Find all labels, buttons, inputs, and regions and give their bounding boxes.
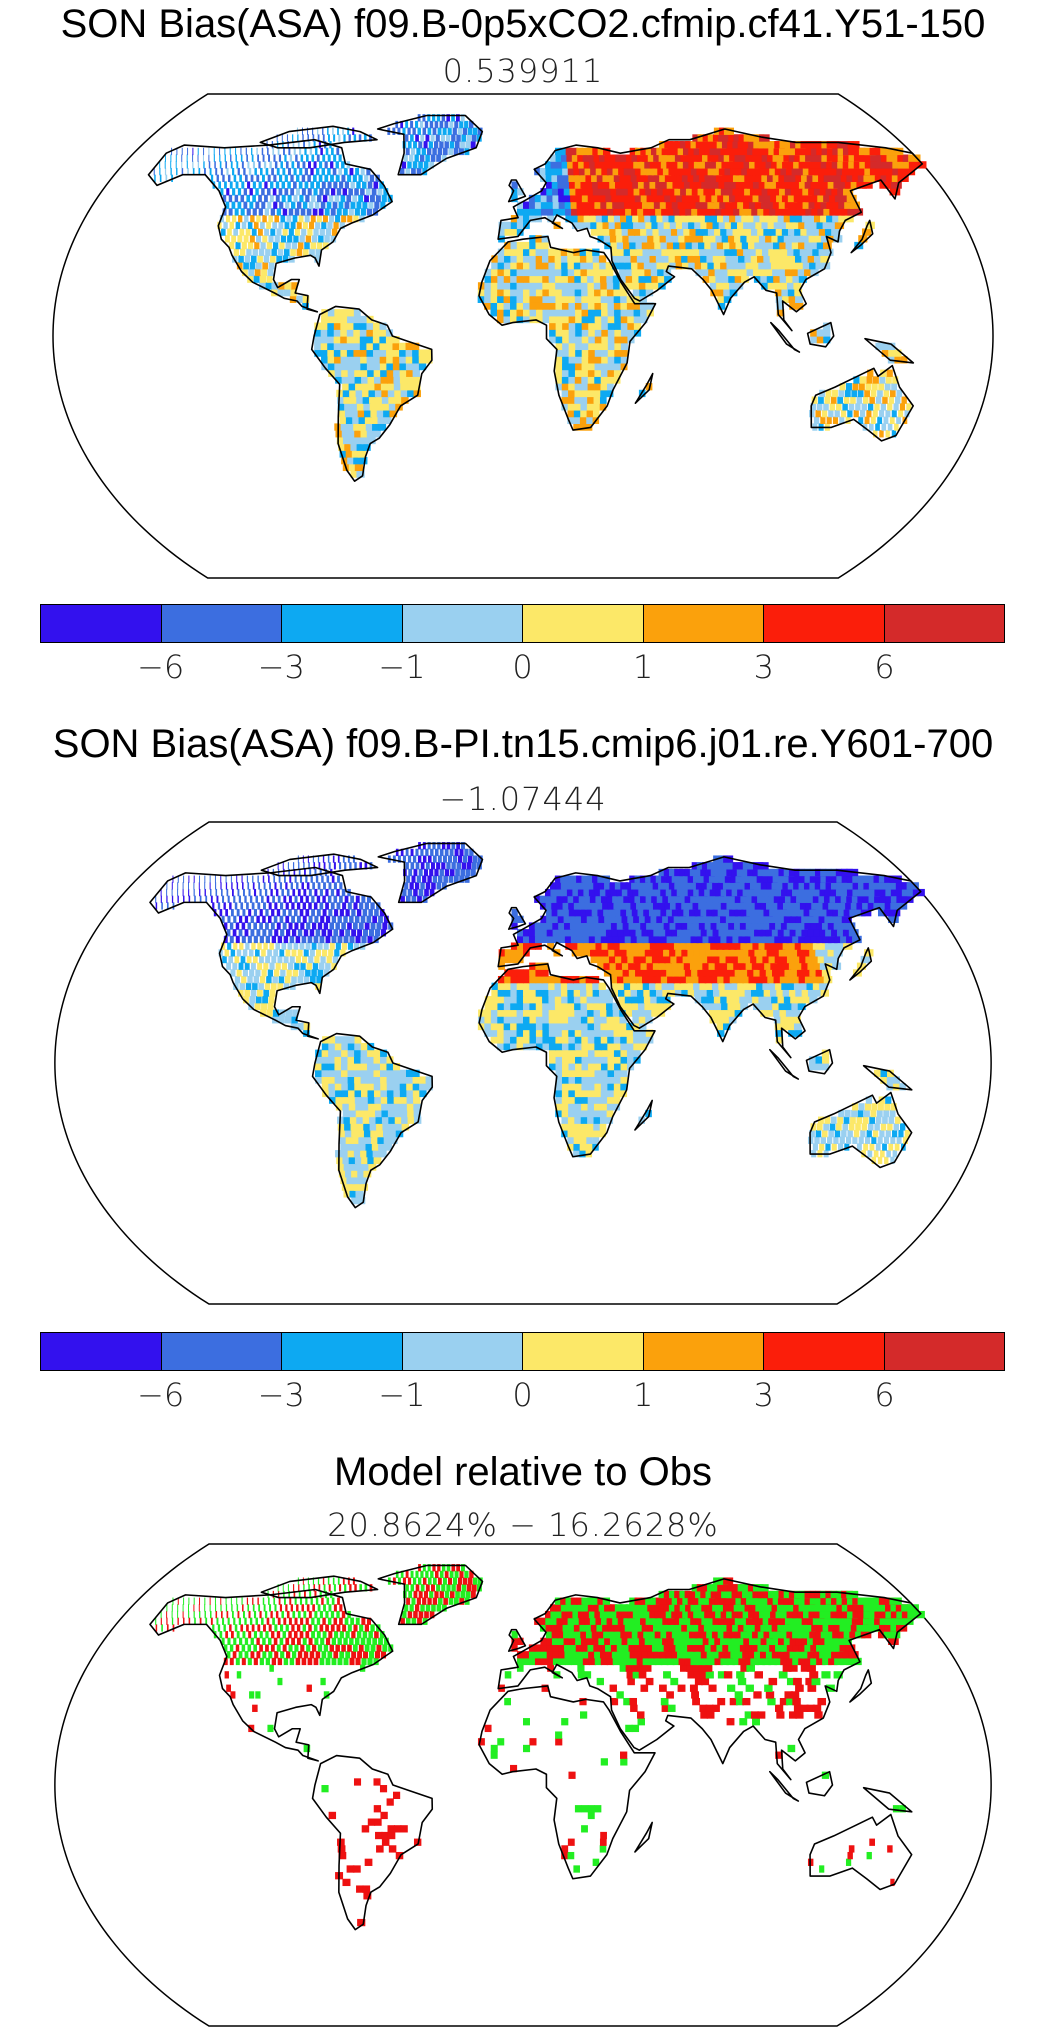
colorbar-tick-label: 1 — [632, 648, 654, 686]
map-grid-cells — [155, 842, 925, 1205]
colorbar-tick-label: 3 — [753, 1376, 774, 1414]
coastlines — [149, 1564, 922, 1931]
panel2-title: SON Bias(ASA) f09.B-PI.tn15.cmip6.j01.re… — [52, 722, 994, 766]
panel1-global-mean: 0.539911 — [442, 52, 604, 90]
colorbar-tick-label: 6 — [874, 648, 895, 686]
colorbar-tick-label: −1 — [378, 648, 426, 686]
coastlines — [147, 114, 924, 482]
colorbar-2 — [40, 1332, 1005, 1371]
colorbar-tick-label: −3 — [257, 648, 305, 686]
colorbar-tick-label: 3 — [753, 648, 774, 686]
panel3-percentages: 20.8624% − 16.2628% — [327, 1506, 719, 1544]
panel2-map — [54, 821, 992, 1305]
colorbar-swatch — [282, 1333, 403, 1370]
colorbar-tick-label: 0 — [512, 1376, 533, 1414]
colorbar-swatch — [884, 1333, 1004, 1370]
colorbar-1 — [40, 604, 1005, 643]
colorbar-swatch — [523, 1333, 644, 1370]
colorbar-tick-label: 1 — [632, 1376, 654, 1414]
colorbar-tick-label: −1 — [378, 1376, 426, 1414]
colorbar-swatch — [402, 1333, 523, 1370]
colorbar-1-labels: −6 −3 −1 0 1 3 6 — [40, 648, 1005, 688]
map-grid-cells — [153, 114, 927, 478]
colorbar-swatch — [764, 1333, 885, 1370]
colorbar-swatch — [884, 605, 1004, 642]
colorbar-swatch — [402, 605, 523, 642]
colorbar-swatch — [161, 1333, 282, 1370]
colorbar-tick-label: −3 — [257, 1376, 305, 1414]
map-grid-cells — [155, 1564, 925, 1927]
colorbar-swatch — [764, 605, 885, 642]
colorbar-swatch — [282, 605, 403, 642]
colorbar-tick-label: 0 — [512, 648, 533, 686]
colorbar-swatch — [41, 605, 162, 642]
colorbar-2-labels: −6 −3 −1 0 1 3 6 — [40, 1376, 1005, 1416]
colorbar-tick-label: −6 — [137, 1376, 185, 1414]
panel2-global-mean: −1.07444 — [439, 780, 607, 818]
colorbar-tick-label: −6 — [137, 648, 185, 686]
colorbar-swatch — [161, 605, 282, 642]
panel1-title: SON Bias(ASA) f09.B-0p5xCO2.cfmip.cf41.Y… — [60, 2, 986, 46]
colorbar-tick-label: 6 — [874, 1376, 895, 1414]
colorbar-swatch — [523, 605, 644, 642]
colorbar-swatch — [643, 605, 764, 642]
panel3-map — [54, 1543, 992, 2027]
panel3-title: Model relative to Obs — [334, 1450, 712, 1494]
colorbar-swatch — [41, 1333, 162, 1370]
colorbar-swatch — [643, 1333, 764, 1370]
coastlines — [149, 842, 922, 1209]
panel1-map — [52, 93, 994, 579]
